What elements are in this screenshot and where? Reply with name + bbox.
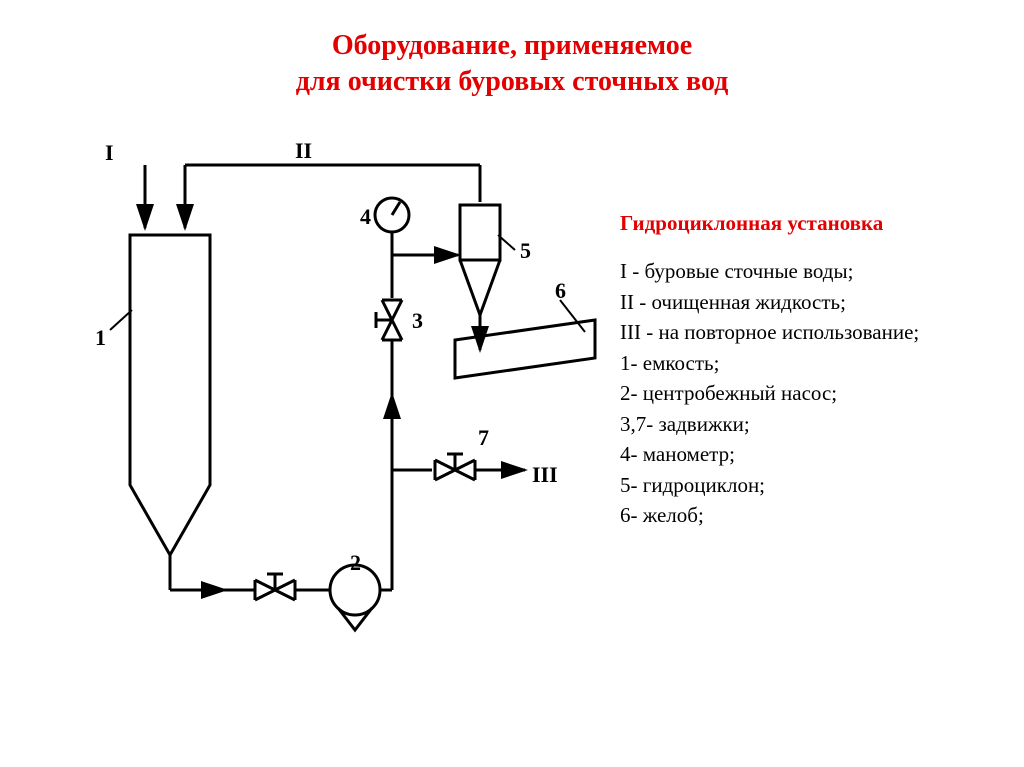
legend-item: 4- манометр; (620, 439, 1000, 469)
legend-block: Гидроциклонная установка I - буровые сто… (620, 208, 1000, 530)
legend-title: Гидроциклонная установка (620, 208, 1000, 238)
legend-item: III - на повторное использование; (620, 317, 1000, 347)
tank-component (130, 235, 210, 555)
label-6: 6 (555, 278, 566, 303)
legend-item: II - очищенная жидкость; (620, 287, 1000, 317)
valve-3 (376, 300, 402, 340)
hydrocyclone-component (460, 205, 500, 350)
title-line2: для очистки буровых сточных вод (296, 66, 729, 97)
label-4: 4 (360, 204, 371, 229)
legend-item: 1- емкость; (620, 348, 1000, 378)
process-diagram: I II III 1 2 3 4 5 6 7 (60, 140, 620, 660)
valve-7 (435, 454, 475, 480)
label-1: 1 (95, 325, 106, 350)
page-title: Оборудование, применяемое для очистки бу… (0, 0, 1024, 101)
label-2: 2 (350, 550, 361, 575)
title-line1: Оборудование, применяемое (332, 30, 692, 61)
label-3: 3 (412, 308, 423, 333)
valve-bottom (255, 574, 295, 600)
label-7: 7 (478, 425, 489, 450)
legend-item: 6- желоб; (620, 500, 1000, 530)
label-II: II (295, 140, 312, 163)
legend-item: 3,7- задвижки; (620, 409, 1000, 439)
legend-item: 5- гидроциклон; (620, 470, 1000, 500)
chute-component (455, 320, 595, 378)
manometer-component (375, 198, 409, 255)
legend-item: 2- центробежный насос; (620, 378, 1000, 408)
label-5: 5 (520, 238, 531, 263)
label-I: I (105, 140, 114, 165)
label-III: III (532, 462, 558, 487)
legend-item: I - буровые сточные воды; (620, 256, 1000, 286)
